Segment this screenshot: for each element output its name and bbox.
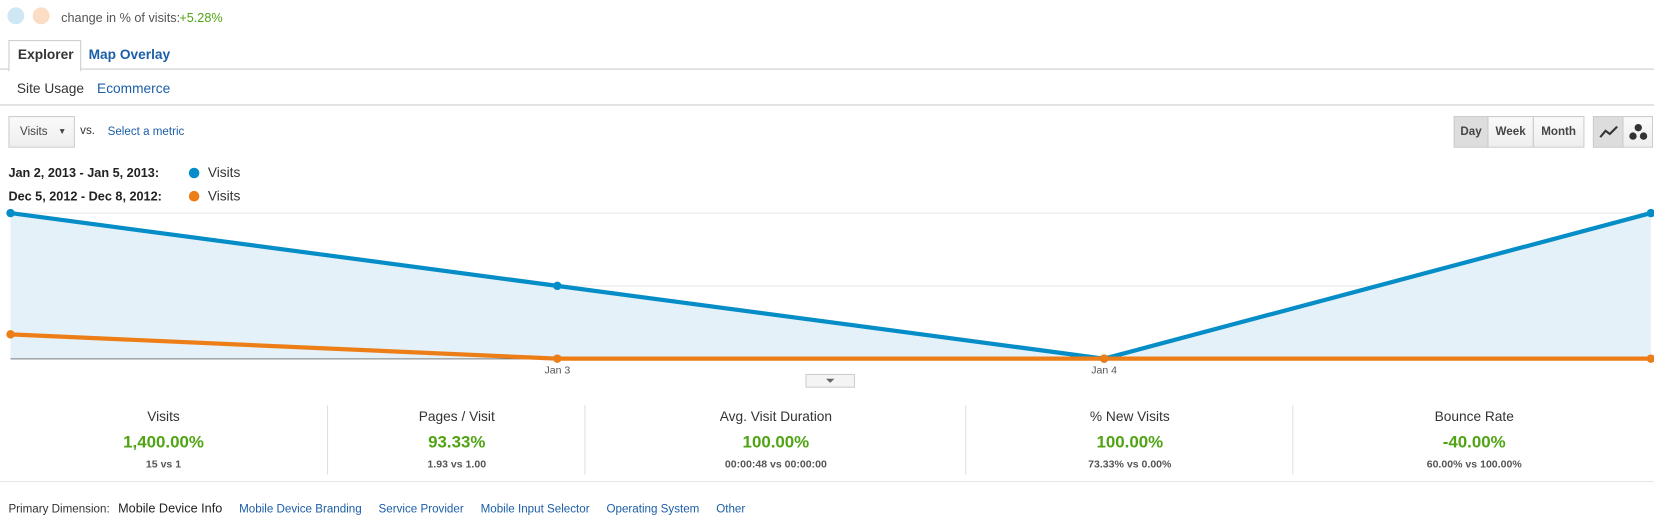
dimension-link[interactable]: Mobile Device Branding [239, 503, 362, 516]
vs-label: vs. [80, 124, 96, 138]
dimension-label: Primary Dimension: [8, 503, 110, 516]
point [1646, 354, 1654, 363]
scorecard: Bounce Rate -40.00% 60.00% vs 100.00% [1292, 405, 1654, 475]
change-value: +5.28% [179, 10, 223, 26]
period-button[interactable]: Day [1453, 116, 1489, 148]
tab[interactable]: Map Overlay [88, 46, 171, 63]
tab[interactable]: Explorer [17, 46, 74, 63]
x-tick-label: Jan 4 [1091, 364, 1117, 376]
legend-swatch [188, 190, 200, 202]
scorecard-name: Bounce Rate [1434, 408, 1514, 425]
subtab[interactable]: Site Usage [16, 80, 84, 96]
dimension-link[interactable]: Mobile Input Selector [480, 503, 590, 516]
dimension-bar: Primary Dimension: Mobile Device Info Mobi… [8, 501, 762, 516]
line [10, 332, 1651, 361]
scorecard-compare: 73.33% vs 0.00% [1088, 458, 1172, 471]
tab-active[interactable] [8, 40, 82, 72]
point [553, 281, 562, 291]
divider [0, 481, 1654, 483]
scorecard-name: Avg. Visit Duration [719, 408, 833, 425]
legend-name: Visits [207, 164, 241, 181]
pie-icons [7, 7, 50, 25]
motion-view-button[interactable] [1622, 116, 1654, 148]
scorecard-name: Visits [147, 408, 180, 425]
legend-range: Jan 2, 2013 - Jan 5, 2013: [8, 165, 160, 181]
period-button[interactable]: Week [1487, 116, 1534, 148]
dimension-link[interactable]: Other [716, 503, 746, 516]
legend-name: Visits [207, 187, 241, 204]
scorecard-value: 1,400.00% [123, 433, 204, 452]
dimension-current: Mobile Device Info [118, 501, 223, 516]
line-view-button[interactable] [1592, 116, 1624, 148]
scorecard-value: -40.00% [1442, 433, 1506, 452]
dimension-link[interactable]: Operating System [606, 503, 700, 516]
scorecard-compare: 00:00:48 vs 00:00:00 [724, 458, 827, 471]
divider [0, 68, 1654, 70]
scorecard-compare: 1.93 vs 1.00 [427, 458, 487, 471]
divider [0, 104, 1654, 106]
metric-dropdown[interactable]: Visits ▼ [8, 116, 75, 148]
select-metric[interactable]: Select a metric [107, 125, 185, 139]
line [10, 210, 1652, 361]
scorecard-value: 100.00% [742, 433, 810, 452]
point [1646, 208, 1654, 218]
dimension-link[interactable]: Service Provider [378, 503, 464, 516]
scorecard-compare: 60.00% vs 100.00% [1426, 458, 1522, 471]
period-button[interactable]: Month [1532, 116, 1585, 148]
scorecard-name: Pages / Visit [418, 408, 495, 425]
legend-range: Dec 5, 2012 - Dec 8, 2012: [8, 188, 162, 204]
legend-swatch [188, 167, 200, 179]
scorecard: Pages / Visit 93.33% 1.93 vs 1.00 [327, 405, 585, 475]
point [1099, 354, 1109, 363]
scorecard-value: 93.33% [428, 433, 486, 452]
scorecard-name: % New Visits [1089, 408, 1170, 425]
scorecard: Avg. Visit Duration 100.00% 00:00:48 vs 00… [584, 405, 966, 475]
scorecard: Visits 1,400.00% 15 vs 1 [0, 405, 327, 475]
collapse-arrow [825, 378, 835, 383]
point [553, 354, 562, 363]
x-tick-label: Jan 3 [544, 364, 570, 376]
point [6, 208, 15, 218]
point [6, 330, 15, 339]
subtab[interactable]: Ecommerce [97, 80, 171, 96]
scorecard-value: 100.00% [1096, 433, 1164, 452]
change-label: change in % of visits: [61, 10, 181, 26]
metric: Visits [20, 125, 48, 139]
scorecard: % New Visits 100.00% 73.33% vs 0.00% [965, 405, 1293, 475]
scorecard-compare: 15 vs 1 [145, 458, 182, 471]
